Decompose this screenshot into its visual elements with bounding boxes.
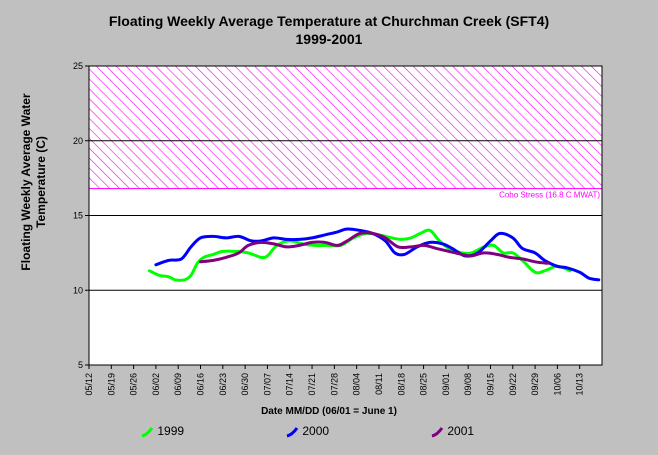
coho-stress-band (88, 65, 603, 190)
chart-subtitle: 1999-2001 (295, 31, 363, 47)
chart-title: Floating Weekly Average Temperature at C… (0, 12, 658, 48)
legend-label-2001: 2001 (447, 424, 475, 438)
x-tick-label-09-01: 09/01 (441, 373, 451, 396)
y-tick-label-10: 10 (73, 285, 83, 295)
x-tick-label-10-06: 10/06 (552, 373, 562, 396)
x-axis-label: Date MM/DD (06/01 = June 1) (261, 406, 397, 417)
x-tick-label-07-07: 07/07 (262, 373, 272, 396)
x-tick-label-08-11: 08/11 (374, 373, 384, 395)
x-tick-label-08-18: 08/18 (396, 373, 406, 396)
legend-label-2000: 2000 (302, 424, 330, 438)
x-tick-label-09-22: 09/22 (508, 373, 518, 396)
legend-swatch-2001 (431, 426, 444, 438)
x-tick-label-06-16: 06/16 (196, 373, 206, 396)
x-tick-label-09-15: 09/15 (485, 373, 495, 396)
legend-item-2001: 2001 (430, 424, 474, 439)
chart-title-main: Floating Weekly Average Temperature at C… (108, 13, 550, 29)
legend-label-1999: 1999 (157, 424, 185, 438)
x-tick-label-07-21: 07/21 (307, 373, 317, 396)
x-tick-label-08-25: 08/25 (419, 373, 429, 396)
legend-swatch-2000 (286, 426, 299, 438)
legend-item-2000: 2000 (285, 424, 329, 439)
x-tick-label-06-02: 06/02 (151, 373, 161, 396)
x-tick-label-07-28: 07/28 (329, 373, 339, 396)
series-line-2000 (154, 227, 601, 282)
x-tick-label-08-04: 08/04 (352, 373, 362, 396)
x-tick-label-05-26: 05/26 (129, 373, 139, 396)
y-tick-label-5: 5 (78, 360, 83, 370)
coho-stress-label: Coho Stress (16.8 C MWAT) (499, 191, 600, 200)
series-line-2001 (199, 231, 550, 265)
x-tick-label-06-09: 06/09 (173, 373, 183, 396)
x-tick-label-09-08: 09/08 (463, 373, 473, 396)
x-tick-label-06-30: 06/30 (240, 373, 250, 396)
x-tick-label-07-14: 07/14 (285, 373, 295, 396)
y-tick-label-15: 15 (73, 211, 83, 221)
legend-swatch-1999 (141, 426, 154, 438)
legend-item-1999: 1999 (140, 424, 184, 439)
x-tick-label-05-12: 05/12 (84, 373, 94, 396)
x-tick-label-10-13: 10/13 (575, 373, 585, 396)
x-tick-label-09-29: 09/29 (530, 373, 540, 396)
y-tick-label-25: 25 (73, 61, 83, 71)
x-tick-label-06-23: 06/23 (218, 373, 228, 396)
x-tick-label-05-19: 05/19 (106, 373, 116, 396)
y-tick-label-20: 20 (73, 136, 83, 146)
